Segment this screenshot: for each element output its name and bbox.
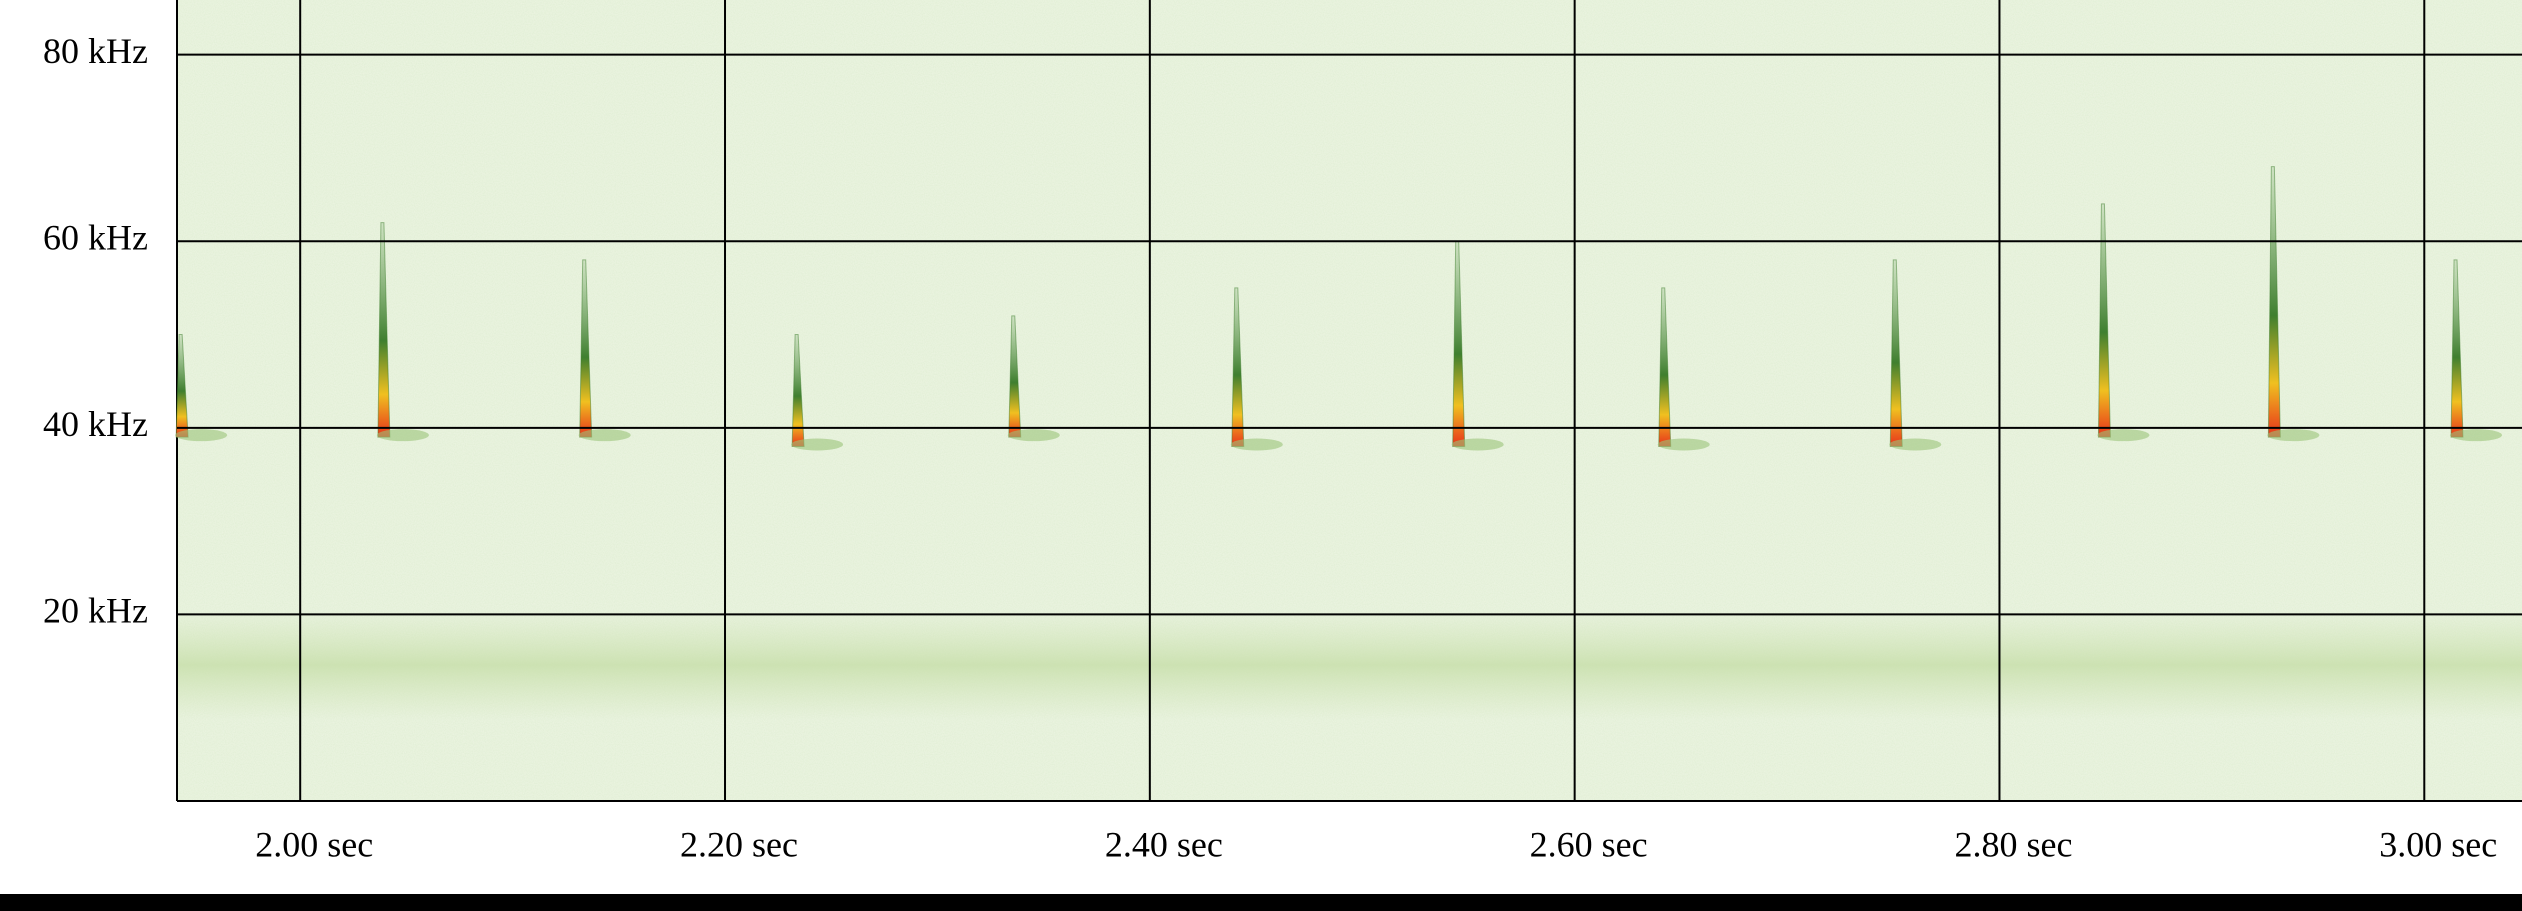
x-tick-label: 2.80 sec — [1954, 824, 2072, 864]
call-tail — [1657, 438, 1710, 451]
call-tail — [2267, 429, 2320, 442]
call-tail — [1230, 438, 1283, 451]
bottom-bar — [0, 894, 2522, 911]
call-tail — [2097, 429, 2150, 442]
low-frequency-band — [177, 610, 2522, 720]
call-tail — [791, 438, 844, 451]
call-tail — [376, 429, 429, 442]
x-tick-label: 2.00 sec — [255, 824, 373, 864]
y-tick-label: 60 kHz — [43, 218, 148, 258]
y-tick-label: 80 kHz — [43, 31, 148, 71]
y-tick-label: 20 kHz — [43, 591, 148, 631]
call-tail — [1451, 438, 1504, 451]
call-tail — [1007, 429, 1060, 442]
x-tick-label: 2.20 sec — [680, 824, 798, 864]
call-tail — [1889, 438, 1942, 451]
call-tail — [175, 429, 228, 442]
y-tick-label: 40 kHz — [43, 404, 148, 444]
x-tick-label: 2.60 sec — [1530, 824, 1648, 864]
x-tick-label: 3.00 sec — [2379, 824, 2497, 864]
plot-area — [177, 0, 2522, 801]
call-tail — [2450, 429, 2503, 442]
x-tick-label: 2.40 sec — [1105, 824, 1223, 864]
call-tail — [578, 429, 631, 442]
